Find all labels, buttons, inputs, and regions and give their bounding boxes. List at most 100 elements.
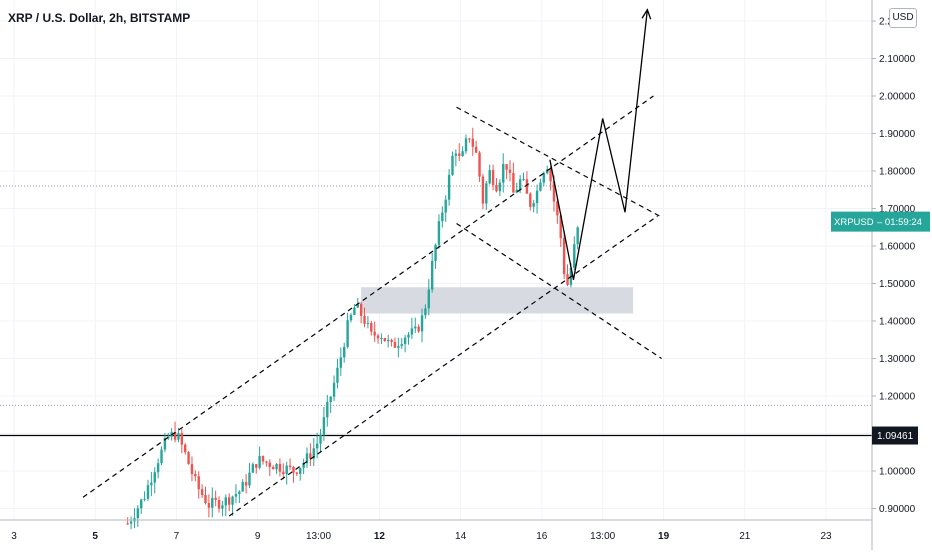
time-tick-label: 12 [374,531,386,542]
price-tick-label: 2.00000 [879,92,916,103]
wedge-line [456,222,662,360]
candle-body [518,179,522,190]
candle-body [498,182,502,192]
candle-body [370,322,373,332]
candle-body [447,174,451,200]
price-tick-label: 2.10000 [879,54,916,65]
time-tick-label: 21 [739,531,751,542]
candle-body [214,497,217,500]
candle-body [542,173,546,183]
candle-body [390,339,393,342]
candle-body [343,346,346,358]
candle-body [434,244,437,261]
price-tick-label: 1.20000 [879,392,916,403]
zone-rect [361,287,634,314]
candle-body [326,402,329,418]
candle-body [332,382,336,397]
candle-body [552,181,556,202]
candle-body [211,497,214,508]
candle-body [153,472,156,483]
candle-body [356,303,359,308]
candle-body [197,476,200,490]
time-tick-label: 7 [174,531,180,542]
candle-body [539,182,542,191]
candle-body [485,183,488,204]
candle-body [559,215,562,239]
candle-body [417,326,420,332]
candle-body [515,189,518,193]
candle-body [468,138,471,140]
candle-body [187,452,190,465]
candle-body [549,169,552,182]
price-tick-label: 1.80000 [879,167,916,178]
candle-body [339,357,343,368]
channel-line [228,215,658,517]
symbol-tag-label: XRPUSD [834,217,874,228]
wedge-line [456,106,660,217]
candle-body [386,339,390,342]
level-tag [872,426,918,445]
time-tick-label: 19 [658,531,670,542]
price-tick-label: 1.90000 [879,129,916,140]
candle-body [329,396,332,403]
candle-body [373,331,376,336]
candle-body [299,467,302,474]
candle-body [478,152,481,177]
candle-body [535,190,539,204]
candle-body [481,176,485,204]
candle-body [556,201,559,216]
candle-body [441,212,444,222]
candle-body [491,170,495,186]
candle-body [200,489,204,495]
candle-body [204,494,207,503]
candle-body [512,172,515,193]
chart-title: XRP / U.S. Dollar, 2h, BITSTAMP [8,11,191,25]
candle-body [444,199,447,213]
candle-body [461,151,464,157]
candle-body [366,322,370,324]
candle-body [400,344,403,346]
symbol-tag-left [831,211,872,232]
candle-body [129,521,133,524]
time-tick-label: 3 [11,531,17,542]
candle-body [217,499,221,509]
symbol-tag-countdown: – 01:59:24 [877,217,922,228]
candle-body [312,448,315,459]
candle-body [288,465,292,467]
candle-body [522,179,525,181]
candle-body [275,463,278,470]
candle-body [295,472,299,474]
candle-body [397,345,400,348]
candle-body [424,308,427,316]
candle-body [573,244,576,268]
candle-body [180,433,184,445]
candle-body [383,338,387,342]
candle-body [234,494,238,497]
candle-body [136,508,140,519]
candle-body [265,461,268,463]
candle-body [194,474,197,477]
time-tick-label: 9 [255,531,261,542]
candle-body [163,438,167,450]
candle-body [566,274,569,285]
candle-body [420,315,424,332]
price-tick-label: 1.30000 [879,354,916,365]
candle-body [244,482,248,486]
currency-button[interactable]: USD [889,8,917,28]
candle-body [156,463,160,473]
candle-body [414,326,417,329]
candle-body [454,153,458,156]
time-tick-label: 14 [455,531,467,542]
candle-body [241,482,244,492]
candle-body [474,146,478,153]
candle-body [251,464,255,473]
grid [0,0,872,520]
candle-body [464,138,468,152]
candle-body [221,505,224,509]
price-tick-label: 1.00000 [879,467,916,478]
candle-body [271,467,275,470]
candle-body [173,432,177,440]
candle-body [502,164,505,183]
